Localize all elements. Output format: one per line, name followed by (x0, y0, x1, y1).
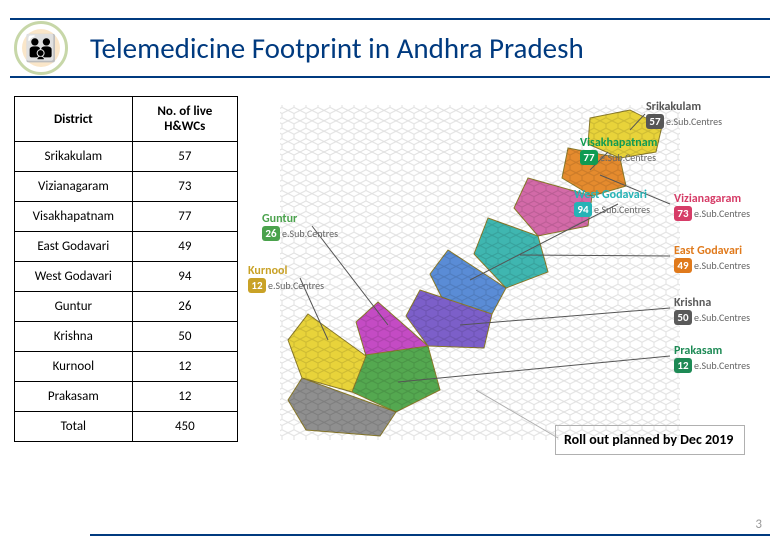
table-row: Visakhapatnam77 (15, 202, 238, 232)
district-cell: Vizianagaram (15, 172, 133, 202)
value-cell: 50 (132, 322, 237, 352)
district-label-vizianagaram: Vizianagaram73e.Sub.Centres (674, 192, 750, 221)
district-label-west-godavari: West Godavari94e.Sub.Centres (574, 188, 650, 217)
district-label-krishna: Krishna50e.Sub.Centres (674, 296, 750, 325)
district-label-prakasam: Prakasam12e.Sub.Centres (674, 344, 750, 373)
district-sublabel: e.Sub.Centres (282, 227, 338, 240)
district-name: Visakhapatnam (580, 136, 657, 150)
district-cell: East Godavari (15, 232, 133, 262)
district-cell: Kurnool (15, 352, 133, 382)
district-cell: Srikakulam (15, 142, 133, 172)
value-cell: 450 (132, 412, 237, 442)
district-cell: Guntur (15, 292, 133, 322)
district-count-badge: 57 (646, 114, 664, 129)
district-count-badge: 12 (248, 278, 266, 293)
value-cell: 49 (132, 232, 237, 262)
value-cell: 12 (132, 382, 237, 412)
district-sublabel: e.Sub.Centres (694, 359, 750, 372)
value-cell: 94 (132, 262, 237, 292)
table-header-row: District No. of live H&WCs (15, 97, 238, 142)
value-cell: 77 (132, 202, 237, 232)
district-sublabel: e.Sub.Centres (600, 151, 656, 164)
value-cell: 57 (132, 142, 237, 172)
page-number: 3 (755, 517, 762, 532)
table-row: Krishna50 (15, 322, 238, 352)
col-district: District (15, 97, 133, 142)
table-row: East Godavari49 (15, 232, 238, 262)
district-count-badge: 77 (580, 150, 598, 165)
district-label-east-godavari: East Godavari49e.Sub.Centres (674, 244, 750, 273)
district-count-badge: 50 (674, 310, 692, 325)
district-label-visakhapatnam: Visakhapatnam77e.Sub.Centres (580, 136, 657, 165)
district-sublabel: e.Sub.Centres (594, 203, 650, 216)
district-name: Krishna (674, 296, 750, 310)
slide-header: 👪 Telemedicine Footprint in Andhra Prade… (10, 18, 770, 78)
district-cell: Prakasam (15, 382, 133, 412)
district-name: East Godavari (674, 244, 750, 258)
district-count-badge: 94 (574, 202, 592, 217)
footer-rule (90, 534, 770, 536)
district-table: District No. of live H&WCs Srikakulam57V… (14, 96, 238, 442)
district-count-badge: 49 (674, 258, 692, 273)
family-icon: 👪 (25, 35, 57, 61)
district-name: Vizianagaram (674, 192, 750, 206)
district-count-badge: 73 (674, 206, 692, 221)
col-value: No. of live H&WCs (132, 97, 237, 142)
district-label-guntur: Guntur26e.Sub.Centres (262, 212, 338, 241)
table-row: Guntur26 (15, 292, 238, 322)
district-count-badge: 26 (262, 226, 280, 241)
district-sublabel: e.Sub.Centres (694, 311, 750, 324)
table-row: Total450 (15, 412, 238, 442)
table-row: Vizianagaram73 (15, 172, 238, 202)
callout-text: Roll out planned by Dec 2019 (564, 431, 733, 448)
district-name: Srikakulam (646, 100, 722, 114)
value-cell: 12 (132, 352, 237, 382)
district-sublabel: e.Sub.Centres (268, 279, 324, 292)
district-name: Prakasam (674, 344, 750, 358)
rollout-callout: Roll out planned by Dec 2019 (555, 425, 745, 455)
district-name: West Godavari (574, 188, 650, 202)
district-count-badge: 12 (674, 358, 692, 373)
district-cell: Total (15, 412, 133, 442)
table-row: Kurnool12 (15, 352, 238, 382)
table-row: Prakasam12 (15, 382, 238, 412)
district-name: Guntur (262, 212, 338, 226)
slide-title: Telemedicine Footprint in Andhra Pradesh (90, 30, 584, 66)
district-sublabel: e.Sub.Centres (694, 207, 750, 220)
district-name: Kurnool (248, 264, 324, 278)
district-cell: Visakhapatnam (15, 202, 133, 232)
district-label-srikakulam: Srikakulam57e.Sub.Centres (646, 100, 722, 129)
value-cell: 73 (132, 172, 237, 202)
table-row: Srikakulam57 (15, 142, 238, 172)
district-cell: Krishna (15, 322, 133, 352)
district-cell: West Godavari (15, 262, 133, 292)
value-cell: 26 (132, 292, 237, 322)
district-label-kurnool: Kurnool12e.Sub.Centres (248, 264, 324, 293)
district-sublabel: e.Sub.Centres (666, 115, 722, 128)
district-sublabel: e.Sub.Centres (694, 259, 750, 272)
nhm-logo: 👪 (14, 21, 68, 75)
table-row: West Godavari94 (15, 262, 238, 292)
ap-map: Srikakulam57e.Sub.CentresVisakhapatnam77… (270, 100, 750, 440)
